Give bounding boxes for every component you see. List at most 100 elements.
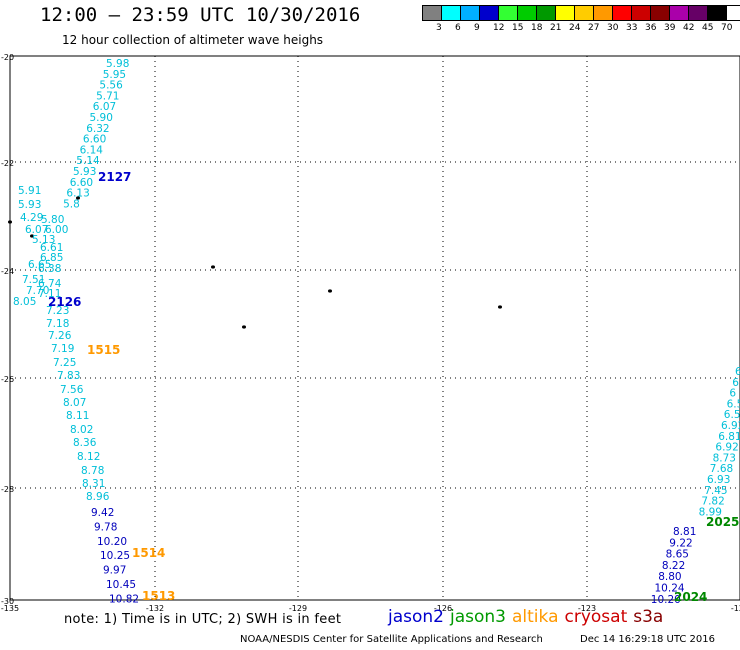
satellite-name: cryosat	[564, 607, 628, 627]
legend-label: 9	[474, 23, 480, 33]
swh-value-label: 7.56	[60, 384, 84, 396]
lon-tick-label: -135	[1, 604, 19, 613]
swh-value-label: 8.11	[66, 410, 89, 422]
swh-value-label: 6.92	[721, 420, 740, 432]
swh-value-label: 6.85	[40, 252, 63, 264]
swh-value-label: 5.8	[63, 198, 80, 210]
legend-swatch	[613, 6, 632, 20]
swh-value-label: 9.78	[94, 521, 117, 533]
pass-number-label: 1514	[132, 546, 165, 560]
pass-number-label: 2025	[706, 515, 739, 529]
legend-swatch	[632, 6, 651, 20]
axis-labels: -20 -22 -24 -26 -28 -30-135 -132 -129 -126 -123 -1…	[1, 53, 740, 613]
swh-value-label: 8.07	[63, 397, 86, 409]
swh-value-label: 7.45	[704, 485, 727, 497]
swh-value-label: 10.20	[97, 536, 127, 548]
footer-note: note: 1) Time is in UTC; 2) SWH is in fe…	[64, 612, 342, 627]
swh-value-label: 9.22	[669, 537, 692, 549]
swh-value-label: 6.53	[724, 409, 740, 421]
pass-number-label: 2126	[48, 295, 81, 309]
satellite-legend: jason2 jason3 altika cryosat s3a	[388, 607, 669, 627]
swh-value-label: 6.74	[38, 278, 62, 290]
legend-swatch	[499, 6, 518, 20]
legend-label: 27	[588, 23, 600, 33]
island-marker	[242, 325, 246, 329]
legend-swatch	[480, 6, 499, 20]
swh-value-label: 6.81	[718, 431, 740, 443]
credit-date: Dec 14 16:29:18 UTC 2016	[580, 634, 715, 645]
swh-value-label: 5.93	[73, 166, 96, 178]
swh-value-label: 6.60	[70, 177, 93, 189]
islands	[8, 196, 502, 329]
legend-swatch	[442, 6, 461, 20]
swh-value-label: 6.13	[66, 188, 89, 200]
swh-value-label: 9.97	[103, 565, 126, 577]
legend-label: 18	[531, 23, 543, 33]
swh-value-label: 6.07	[25, 224, 48, 236]
swh-value-label: 8.96	[86, 491, 110, 503]
legend-label: 12	[493, 23, 505, 33]
legend-swatch	[518, 6, 537, 20]
legend-swatch	[537, 6, 556, 20]
legend-label: 39	[664, 23, 676, 33]
lon-tick-label: -120	[731, 604, 740, 613]
swh-value-label: 5.90	[90, 112, 113, 124]
swh-value-label: 5.80	[41, 214, 64, 226]
legend-swatch	[670, 6, 689, 20]
chart-subtitle: 12 hour collection of altimeter wave hei…	[62, 33, 324, 47]
swh-value-label: 7.82	[701, 496, 724, 508]
chart-title: 12:00 — 23:59 UTC 10/30/2016	[40, 4, 361, 26]
legend-label: 45	[702, 23, 714, 33]
legend-swatch	[423, 6, 442, 20]
swh-value-label: 8.81	[673, 526, 696, 538]
legend-swatch	[556, 6, 575, 20]
swh-value-label: 6.32	[86, 123, 109, 135]
legend-label: 6	[455, 23, 461, 33]
swh-value-label: 5.56	[99, 80, 123, 92]
island-marker	[328, 289, 332, 293]
swh-value-label: 5.71	[96, 90, 119, 102]
map-grid	[10, 56, 740, 600]
swh-value-label: 7.51	[22, 274, 45, 286]
island-marker	[76, 196, 80, 200]
legend-label: 21	[550, 23, 562, 33]
swh-value-label: 6	[732, 377, 739, 389]
swh-value-label: 5.13	[32, 234, 55, 246]
swh-value-label: 5.98	[106, 58, 129, 70]
swh-value-label: 8.02	[70, 424, 93, 436]
pass-number-label: 2024	[674, 590, 707, 604]
swh-value-label: 8.65	[666, 549, 689, 561]
legend-label: 33	[626, 23, 638, 33]
swh-value-label: 6.14	[80, 144, 104, 156]
legend-label: 42	[683, 23, 695, 33]
swh-value-label: 6.60	[83, 134, 106, 146]
swh-value-label: 8.99	[699, 506, 722, 518]
swh-value-label: 7.70	[26, 285, 49, 297]
swh-value-label: 9.42	[91, 507, 114, 519]
legend-swatches	[422, 5, 740, 21]
map-frame	[9, 55, 740, 601]
swh-value-label: 7.23	[46, 305, 69, 317]
swh-value-label: 5.14	[76, 155, 100, 167]
legend-label: 36	[645, 23, 657, 33]
swh-value-label: 6.61	[40, 242, 63, 254]
lat-tick-label: -24	[1, 267, 14, 276]
swh-value-label: 6.07	[93, 101, 116, 113]
legend-label: 70	[721, 23, 733, 33]
legend-swatch	[651, 6, 670, 20]
swh-value-label: 10.24	[655, 583, 685, 595]
legend-swatch	[708, 6, 727, 20]
swh-value-label: 5.91	[18, 185, 41, 197]
legend-label: 24	[569, 23, 581, 33]
legend-label: 30	[607, 23, 619, 33]
swh-value-label: 6.5	[727, 398, 740, 410]
swh-value-label: 10.82	[109, 593, 139, 605]
lon-tick-label: -132	[146, 604, 164, 613]
pass-number-label: 1513	[142, 589, 175, 603]
swh-value-label: 8.12	[77, 451, 100, 463]
swh-value-label: 10.25	[100, 550, 130, 562]
lat-tick-label: -20	[1, 53, 14, 62]
swh-value-label: 4.29	[20, 212, 43, 224]
pass-labels: 2127 2126 1515 1514 1513 2025 2024	[48, 170, 739, 604]
satellite-name: altika	[512, 607, 559, 627]
